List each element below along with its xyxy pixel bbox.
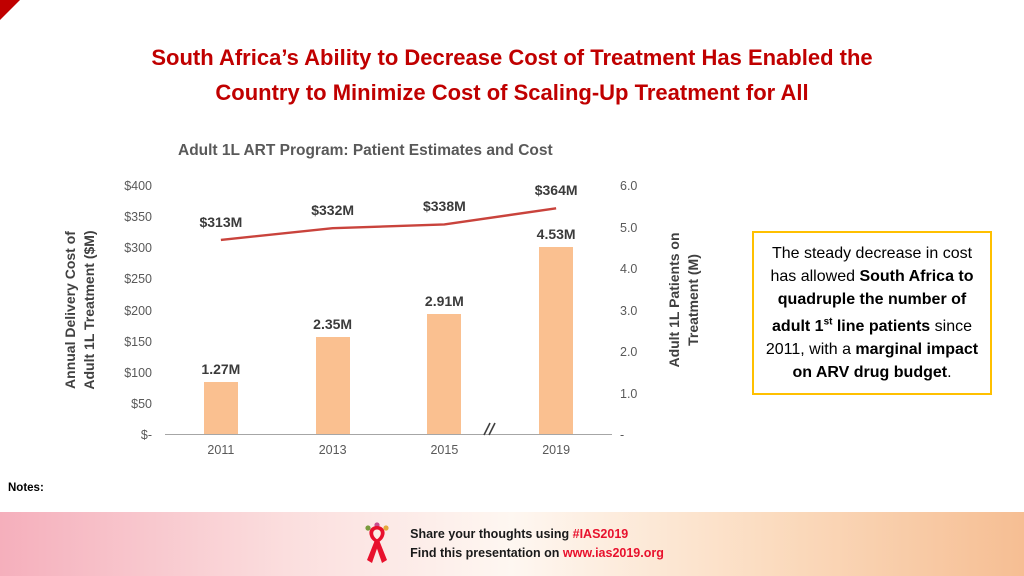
left-axis-title-line-1: Annual Delivery Cost of: [62, 231, 78, 389]
line-value-label: $364M: [534, 182, 578, 199]
slide-title-line-2: Country to Minimize Cost of Scaling-Up T…: [215, 80, 809, 105]
footer-hashtag: #IAS2019: [572, 527, 629, 541]
axis-break-icon: [480, 421, 499, 442]
footer-text: Share your thoughts using #IAS2019 Find …: [410, 525, 664, 563]
right-axis-title-line-1: Adult 1L Patients on: [666, 232, 682, 368]
axis-tick: 1.0: [620, 386, 638, 401]
axis-tick: $350: [124, 210, 152, 225]
bar-2011: [203, 381, 238, 434]
left-axis-title-line-2: Adult 1L Treatment ($M): [81, 230, 97, 390]
bar-2015: [427, 313, 462, 434]
bar-value-label: 4.53M: [536, 225, 576, 242]
left-axis-title: Annual Delivery Cost of Adult 1L Treatme…: [61, 160, 99, 460]
footer-banner: Share your thoughts using #IAS2019 Find …: [0, 512, 1024, 576]
axis-tick: $150: [124, 334, 152, 349]
corner-decoration: [0, 0, 20, 20]
bar-2019: [539, 246, 574, 434]
bar-value-label: 1.27M: [201, 360, 241, 377]
notes-label: Notes:: [8, 482, 44, 494]
cost-line: [165, 186, 612, 434]
callout-text: The steady decrease in cost has allowed …: [765, 245, 979, 382]
line-value-label: $332M: [311, 202, 355, 219]
callout-box: The steady decrease in cost has allowed …: [752, 231, 992, 396]
x-axis-label: 2011: [207, 443, 235, 457]
bar-2013: [315, 336, 350, 434]
x-axis-label: 2015: [430, 443, 459, 457]
bar-value-label: 2.35M: [313, 315, 353, 332]
axis-tick: $250: [124, 272, 152, 287]
line-value-label: $313M: [199, 213, 243, 230]
slide-title-line-1: South Africa’s Ability to Decrease Cost …: [151, 45, 873, 70]
axis-tick: $-: [140, 428, 152, 442]
axis-tick: 5.0: [620, 220, 638, 235]
axis-tick: $300: [124, 241, 152, 256]
axis-tick: $400: [124, 179, 152, 193]
axis-tick: 4.0: [620, 262, 638, 276]
right-axis-title: Adult 1L Patients on Treatment (M): [665, 150, 703, 450]
chart-title: Adult 1L ART Program: Patient Estimates …: [178, 142, 553, 159]
plot-area: 1.27M $313M 2011 2.35M $332M 2013 2.91M $338M 20…: [165, 182, 612, 457]
axis-tick: $50: [131, 396, 152, 411]
slide-title: South Africa’s Ability to Decrease Cost …: [62, 40, 962, 110]
axis-tick: 2.0: [620, 345, 638, 359]
axis-tick: -: [620, 428, 625, 442]
footer-line-1-prefix: Share your thoughts using: [410, 527, 573, 541]
axis-tick: $200: [124, 303, 152, 318]
left-axis-ticks: $400 $350 $300 $250 $200 $150 $100 $50 $-: [100, 179, 152, 442]
awareness-ribbon-icon: [365, 522, 389, 563]
footer-url: www.ias2019.org: [562, 546, 664, 560]
right-axis-ticks: 6.0 5.0 4.0 3.0 2.0 1.0 -: [620, 179, 664, 442]
axis-tick: 6.0: [620, 179, 638, 193]
footer-line-1: Share your thoughts using #IAS2019: [410, 525, 664, 544]
line-value-label: $338M: [422, 198, 466, 215]
x-axis-label: 2019: [542, 443, 571, 457]
axis-tick: 3.0: [620, 303, 638, 318]
right-axis-title-line-2: Treatment (M): [685, 254, 701, 346]
axis-tick: $100: [124, 365, 152, 380]
bar-value-label: 2.91M: [424, 292, 464, 309]
footer-line-2-prefix: Find this presentation on: [410, 546, 563, 560]
x-axis-label: 2013: [318, 443, 347, 457]
footer-line-2: Find this presentation on www.ias2019.or…: [410, 544, 664, 563]
